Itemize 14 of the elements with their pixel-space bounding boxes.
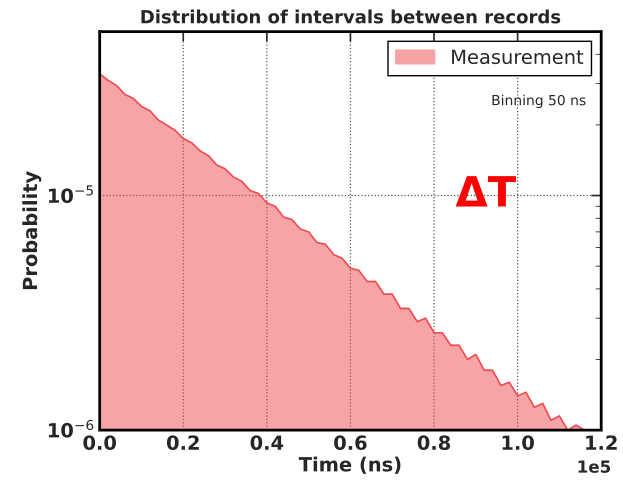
chart-title: Distribution of intervals between records: [141, 10, 560, 24]
x-tick-label: 1.0: [502, 435, 534, 450]
x-tick-label: 0.6: [334, 435, 367, 450]
x-tick-label: 0.8: [418, 435, 450, 450]
legend-label: Measurement: [452, 50, 584, 64]
x-axis-title: Time (ns): [298, 456, 400, 474]
text: 1e5: [578, 460, 610, 473]
annotation: Binning 50 ns: [492, 94, 586, 108]
x-tick-label: 0.2: [166, 435, 199, 450]
y-axis-title: Probability: [22, 171, 42, 290]
y-tick-label: 10$^{−5}$: [48, 185, 93, 204]
x-tick-label: 1.2: [586, 435, 617, 450]
annotation: ΔT: [456, 176, 516, 206]
x-tick-label: 0.4: [250, 435, 284, 450]
